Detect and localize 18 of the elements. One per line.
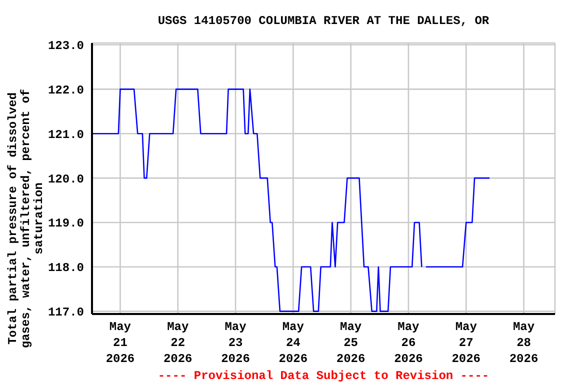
y-tick-label: 121.0 bbox=[48, 128, 84, 142]
x-tick-label: May 21 2026 bbox=[106, 320, 135, 366]
y-axis-title: Total partial pressure of dissolved gases, water, unfiltered, percent of saturation bbox=[6, 88, 46, 348]
x-tick-label: May 28 2026 bbox=[509, 320, 538, 366]
x-tick-label: May 23 2026 bbox=[221, 320, 250, 366]
x-tick-label: May 26 2026 bbox=[394, 320, 423, 366]
y-tick-label: 120.0 bbox=[48, 172, 84, 186]
x-tick-label: May 22 2026 bbox=[163, 320, 192, 366]
y-tick-label: 122.0 bbox=[48, 83, 84, 98]
x-tick-label: May 24 2026 bbox=[278, 320, 308, 366]
chart-title: USGS 14105700 COLUMBIA RIVER AT THE DALLES, OR bbox=[158, 14, 490, 28]
x-tick-label: May 25 2026 bbox=[336, 320, 366, 366]
text: ---- Provisional Data Subject to Revision ---- bbox=[158, 369, 490, 383]
y-tick-label: 123.0 bbox=[48, 39, 84, 54]
y-tick-label: 118.0 bbox=[48, 261, 84, 276]
y-tick-label: 119.0 bbox=[48, 216, 84, 231]
x-tick-label: May 27 2026 bbox=[452, 320, 481, 366]
y-tick-label: 117.0 bbox=[48, 306, 84, 320]
